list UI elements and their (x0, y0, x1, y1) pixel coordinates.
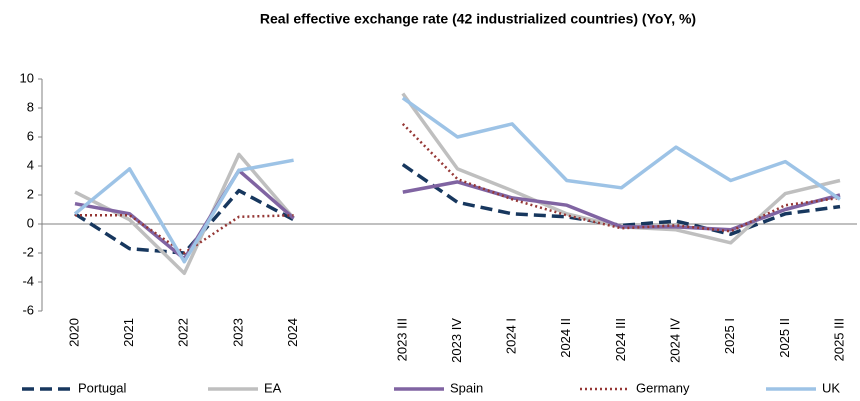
y-tick-label: -6 (22, 302, 34, 317)
y-tick-label: 10 (20, 70, 34, 85)
line-series (75, 123, 841, 255)
x-tick-label: 2024 III (613, 318, 628, 361)
y-tick-label: 8 (27, 99, 34, 114)
legend-label: UK (822, 380, 840, 395)
x-tick-label: 2020 (66, 318, 81, 347)
legend-label: EA (264, 380, 282, 395)
y-tick-label: 2 (27, 186, 34, 201)
y-tick-label: 0 (27, 215, 34, 230)
chart-title: Real effective exchange rate (42 industr… (260, 11, 696, 27)
x-tick-label: 2025 II (777, 318, 792, 358)
line-series (73, 96, 841, 264)
x-tick-label: 2022 (176, 318, 191, 347)
y-tick-label: 6 (27, 128, 34, 143)
x-tick-label: 2023 IV (449, 318, 464, 363)
legend-label: Germany (636, 380, 690, 395)
y-tick-label: -2 (22, 244, 34, 259)
x-tick-label: 2024 (285, 318, 300, 347)
x-tick-label: 2024 II (558, 318, 573, 358)
x-tick-label: 2023 III (394, 318, 409, 361)
x-tick-label: 2023 (230, 318, 245, 347)
legend-label: Spain (450, 380, 483, 395)
y-tick-label: -4 (22, 273, 34, 288)
x-tick-label: 2021 (121, 318, 136, 347)
y-tick-label: 4 (27, 157, 34, 172)
x-tick-label: 2024 I (504, 318, 519, 354)
x-tick-label: 2024 IV (667, 318, 682, 363)
x-tick-label: 2025 III (831, 318, 846, 361)
x-tick-label: 2025 I (722, 318, 737, 354)
legend-label: Portugal (78, 380, 127, 395)
